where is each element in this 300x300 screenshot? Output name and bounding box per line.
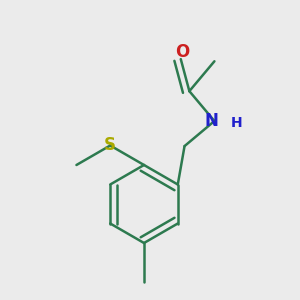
Text: H: H <box>231 116 242 130</box>
Text: S: S <box>104 136 116 154</box>
Text: O: O <box>175 43 189 61</box>
Text: N: N <box>205 112 218 130</box>
